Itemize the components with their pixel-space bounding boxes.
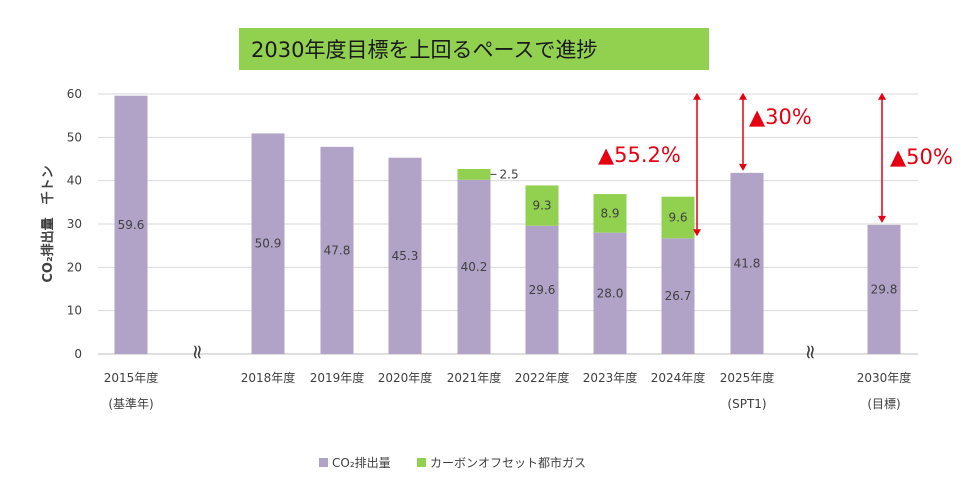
chart-title: 2030年度目標を上回るペースで進捗 (251, 38, 598, 62)
y-tick-label: 10 (67, 304, 82, 318)
data-label-co2: 41.8 (734, 256, 761, 270)
data-label-co2: 50.9 (255, 237, 282, 251)
y-tick-label: 50 (67, 130, 82, 144)
axis-break-mark: ≈ (799, 344, 823, 361)
data-label-co2: 29.6 (529, 283, 556, 297)
data-label-offset: 8.9 (600, 206, 619, 220)
x-category-label: 2025年度 (720, 370, 775, 385)
data-label-co2: 40.2 (461, 260, 488, 274)
y-tick-label: 40 (67, 174, 82, 188)
arrow-head-top (693, 92, 701, 100)
x-category-label: 2022年度 (515, 370, 570, 385)
x-category-label: 2020年度 (378, 370, 433, 385)
annotation-label: ▲55.2% (598, 143, 681, 167)
bar-co2 (251, 133, 285, 354)
bar-offset (525, 185, 559, 226)
x-category-sublabel: (SPT1) (727, 397, 766, 411)
y-tick-label: 0 (74, 347, 82, 361)
annotation-label: ▲30% (749, 105, 812, 129)
data-label-co2: 45.3 (392, 249, 419, 263)
data-label-offset: 2.5 (500, 167, 519, 181)
bar-co2 (388, 157, 422, 354)
y-tick-label: 30 (67, 217, 82, 231)
bar-co2 (593, 232, 627, 354)
data-label-co2: 59.6 (118, 218, 145, 232)
y-tick-label: 60 (67, 87, 82, 101)
arrow-head-bottom (739, 163, 747, 171)
y-tick-label: 20 (67, 260, 82, 274)
bar-co2 (457, 179, 491, 354)
bar-co2 (114, 95, 148, 354)
x-category-label: 2023年度 (583, 370, 638, 385)
bar-co2 (730, 172, 764, 354)
x-category-label: 2015年度 (104, 370, 159, 385)
arrow-head-bottom (878, 215, 886, 223)
legend-swatch-offset (417, 458, 426, 467)
legend-swatch-co2 (319, 458, 328, 467)
data-label-co2: 29.8 (871, 282, 898, 296)
bar-offset (457, 168, 491, 180)
data-label-co2: 28.0 (597, 286, 624, 300)
bar-co2 (320, 146, 354, 354)
bar-co2 (525, 225, 559, 354)
arrow-head-top (739, 92, 747, 100)
bar-co2 (867, 224, 901, 354)
x-category-label: 2018年度 (241, 370, 296, 385)
data-label-offset: 9.3 (532, 199, 551, 213)
data-label-offset: 9.6 (668, 211, 687, 225)
annotation-label: ▲50% (890, 145, 953, 169)
arrow-head-bottom (693, 229, 701, 237)
y-axis-label: CO₂排出量 千トン (40, 165, 56, 282)
legend-label-offset: カーボンオフセット都市ガス (430, 455, 586, 470)
x-category-sublabel: (目標) (867, 397, 900, 411)
legend-label-co2: CO₂排出量 (332, 456, 391, 470)
x-category-label: 2019年度 (310, 370, 365, 385)
x-category-label: 2021年度 (447, 370, 502, 385)
title-banner: 2030年度目標を上回るペースで進捗 (239, 28, 709, 70)
axis-break-mark: ≈ (186, 344, 210, 361)
bar-offset (593, 194, 627, 233)
x-category-sublabel: (基準年) (108, 396, 153, 411)
bar-offset (661, 196, 695, 239)
data-label-co2: 47.8 (324, 243, 351, 257)
bar-co2 (661, 238, 695, 354)
arrow-head-top (878, 92, 886, 100)
data-label-co2: 26.7 (665, 289, 692, 303)
x-category-label: 2030年度 (857, 370, 912, 385)
x-category-label: 2024年度 (651, 370, 706, 385)
